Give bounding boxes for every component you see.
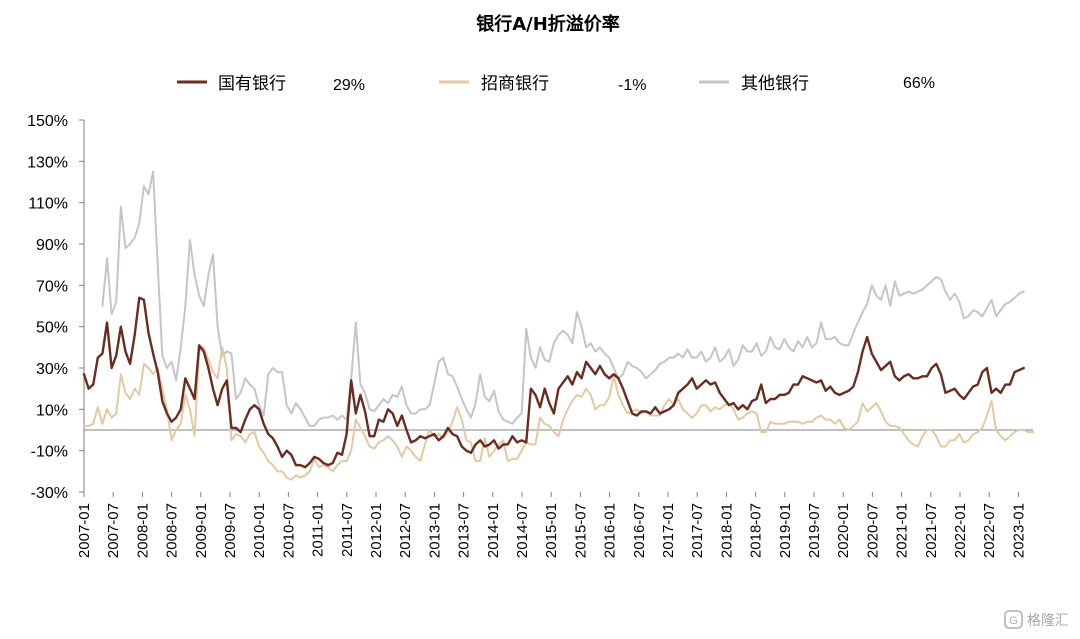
watermark-text: 格隆汇: [1027, 613, 1069, 629]
x-tick-label: 2010-01: [251, 503, 268, 558]
watermark: G 格隆汇: [1004, 610, 1069, 629]
x-tick-label: 2023-01: [1010, 503, 1027, 558]
legend-value-state-banks: 29%: [333, 77, 365, 94]
gelonghui-logo-icon: [1004, 610, 1023, 629]
y-tick-label: 50%: [36, 320, 68, 337]
x-tick-label: 2020-01: [835, 503, 852, 558]
x-tick-label: 2019-01: [777, 503, 794, 558]
x-tick-label: 2017-07: [689, 503, 706, 558]
x-tick-label: 2016-01: [602, 503, 619, 558]
x-tick-label: 2011-01: [310, 503, 327, 557]
series-line-state-banks: [82, 296, 1025, 469]
y-tick-label: -30%: [31, 485, 68, 502]
y-tick-label: 110%: [28, 196, 68, 213]
series-line-cmb: [83, 346, 1034, 481]
x-tick-label: 2015-07: [572, 503, 589, 558]
x-tick-label: 2009-07: [222, 503, 239, 558]
x-tick-label: 2009-01: [193, 503, 210, 558]
legend-label-cmb: 招商银行: [481, 74, 549, 94]
x-tick-label: 2012-07: [397, 503, 414, 558]
x-tick-label: 2016-07: [631, 503, 648, 558]
gelonghui-logo-glyph: G: [1009, 615, 1018, 627]
x-tick-label: 2018-01: [718, 503, 735, 558]
x-tick-label: 2008-01: [134, 503, 151, 558]
x-tick-label: 2008-07: [164, 503, 181, 558]
legend-label-other-banks: 其他银行: [741, 74, 809, 94]
x-tick-label: 2011-07: [339, 503, 356, 557]
x-tick-label: 2021-01: [894, 503, 911, 558]
x-tick-label: 2012-01: [368, 503, 385, 558]
x-axis: 2007-01 2007-07 2008-01 2008-07 2009-01 2009-…: [76, 429, 1033, 558]
x-tick-label: 2018-07: [748, 503, 765, 558]
x-tick-label: 2015-01: [543, 503, 560, 558]
x-tick-label: 2014-07: [514, 503, 531, 558]
series-line-other-banks: [101, 170, 1025, 427]
plot-lines: [82, 170, 1034, 481]
y-tick-label: 130%: [27, 154, 68, 171]
y-tick-label: 150%: [27, 113, 68, 130]
x-tick-label: 2007-07: [105, 503, 122, 558]
y-tick-label: -10%: [31, 444, 68, 461]
y-tick-label: 90%: [36, 237, 68, 254]
y-tick-label: 10%: [36, 402, 68, 419]
x-tick-label: 2017-01: [660, 503, 677, 558]
legend: 国有银行 29% 招商银行 -1% 其他银行 66%: [177, 74, 935, 94]
x-tick-label: 2022-07: [981, 503, 998, 558]
x-tick-label: 2010-07: [280, 503, 297, 558]
legend-value-cmb: -1%: [618, 77, 646, 94]
x-tick-label: 2014-01: [485, 503, 502, 558]
x-tick-label: 2022-01: [952, 503, 969, 558]
x-tick-label: 2007-01: [76, 503, 93, 558]
y-tick-label: 70%: [36, 278, 68, 295]
x-tick-label: 2020-07: [864, 503, 881, 558]
legend-label-state-banks: 国有银行: [218, 74, 286, 94]
x-tick-label: 2021-07: [923, 503, 940, 558]
x-tick-label: 2019-07: [806, 503, 823, 558]
chart-title: 银行A/H折溢价率: [476, 13, 620, 35]
x-tick-label: 2013-07: [456, 503, 473, 558]
y-tick-label: 30%: [36, 361, 68, 378]
y-axis: 150% 130% 110% 90% 70% 50% 30% 10% -10% -30%: [27, 113, 85, 502]
x-tick-label: 2013-01: [426, 503, 443, 558]
legend-value-other-banks: 66%: [903, 75, 935, 92]
